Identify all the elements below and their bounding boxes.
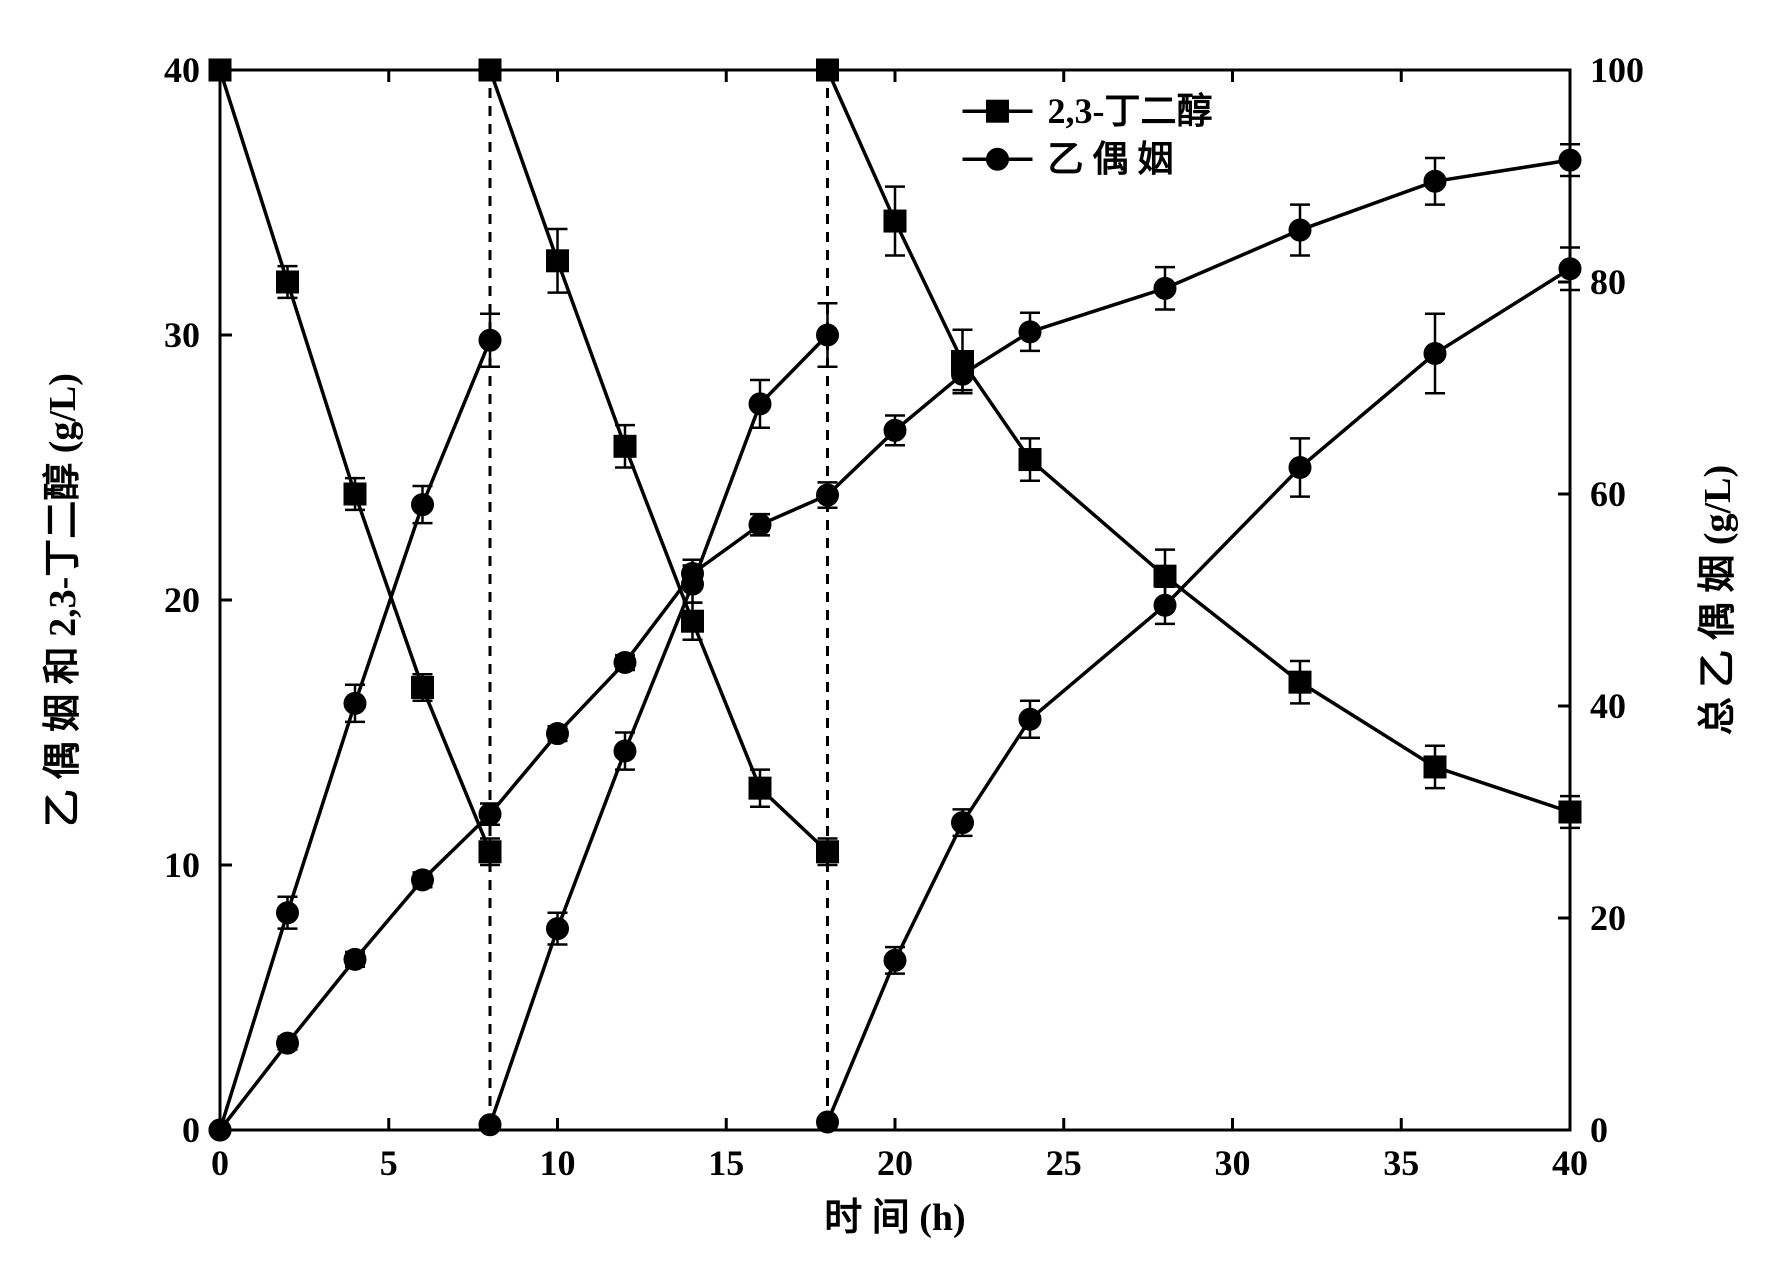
y-left-tick-label: 40 <box>164 50 200 90</box>
legend-label: 2,3-丁二醇 <box>1048 91 1213 131</box>
y-left-tick-label: 30 <box>164 315 200 355</box>
x-tick-label: 40 <box>1552 1143 1588 1183</box>
x-tick-label: 5 <box>380 1143 398 1183</box>
x-tick-label: 30 <box>1215 1143 1251 1183</box>
y-right-tick-label: 100 <box>1590 50 1644 90</box>
series-acetoin_seg1 <box>209 314 501 1141</box>
y-right-axis-label: 总 乙 偶 姻 (g/L) <box>1697 465 1739 735</box>
y-right-tick-label: 80 <box>1590 262 1626 302</box>
y-left-tick-label: 10 <box>164 845 200 885</box>
y-left-tick-label: 20 <box>164 580 200 620</box>
x-axis-label: 时 间 (h) <box>824 1197 965 1239</box>
chart-container: 0510152025303540010203040020406080100时 间… <box>0 0 1788 1267</box>
y-left-tick-label: 0 <box>182 1110 200 1150</box>
series-total_acetoin <box>209 144 1581 1141</box>
y-right-tick-label: 20 <box>1590 898 1626 938</box>
series-acetoin_seg2 <box>479 303 839 1135</box>
x-tick-label: 0 <box>211 1143 229 1183</box>
x-tick-label: 20 <box>877 1143 913 1183</box>
y-right-tick-label: 60 <box>1590 474 1626 514</box>
x-tick-label: 10 <box>540 1143 576 1183</box>
y-left-axis-label: 乙 偶 姻 和 2,3-丁二醇 (g/L) <box>42 373 84 827</box>
x-tick-label: 25 <box>1046 1143 1082 1183</box>
series-butanediol_seg1 <box>209 59 501 865</box>
y-right-tick-label: 40 <box>1590 686 1626 726</box>
x-tick-label: 15 <box>708 1143 744 1183</box>
legend: 2,3-丁二醇乙 偶 姻 <box>963 91 1213 179</box>
y-right-tick-label: 0 <box>1590 1110 1608 1150</box>
series-acetoin_seg3 <box>817 248 1582 1134</box>
legend-label: 乙 偶 姻 <box>1048 139 1174 179</box>
series-butanediol_seg3 <box>817 59 1582 828</box>
chart-svg: 0510152025303540010203040020406080100时 间… <box>0 0 1788 1267</box>
x-tick-label: 35 <box>1383 1143 1419 1183</box>
series-butanediol_seg2 <box>479 59 839 865</box>
